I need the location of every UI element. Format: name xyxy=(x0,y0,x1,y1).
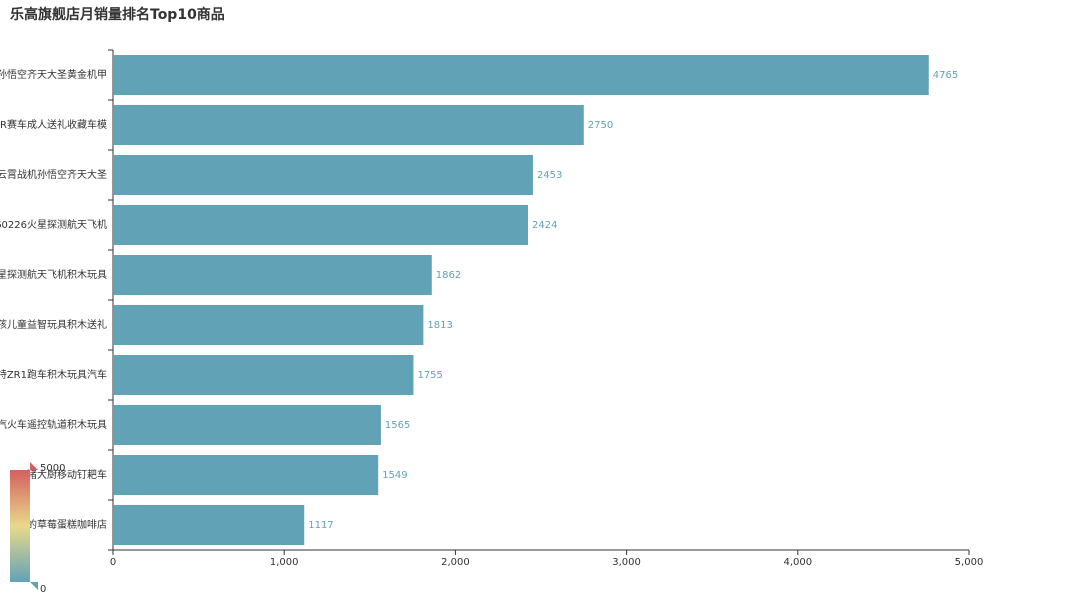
x-tick-label: 1,000 xyxy=(270,557,299,568)
y-tick-label: 孙悟空齐天大圣黄金机甲 xyxy=(0,68,107,81)
visual-map-min: 0 xyxy=(40,584,46,595)
value-label: 1549 xyxy=(382,470,407,481)
value-label: 1565 xyxy=(385,420,410,431)
value-label: 1862 xyxy=(436,270,461,281)
bar xyxy=(113,205,528,245)
visual-map-handle xyxy=(30,582,38,590)
x-tick-label: 3,000 xyxy=(612,557,641,568)
bar xyxy=(113,355,414,395)
y-tick-label: 60226火星探测航天飞机 xyxy=(0,218,107,231)
y-tick-label: 星探测航天飞机积木玩具 xyxy=(0,268,107,281)
x-tick-label: 0 xyxy=(110,557,116,568)
y-tick-label: 汽火车遥控轨道积木玩具 xyxy=(0,418,107,431)
bar xyxy=(113,455,379,495)
y-tick-label: 猪大厨移动钉耙车 xyxy=(27,468,107,481)
y-tick-label: 的草莓蛋糕咖啡店 xyxy=(27,518,107,531)
x-tick-label: 5,000 xyxy=(955,557,984,568)
visual-map-bar xyxy=(10,470,30,582)
visual-map-max: 5000 xyxy=(40,463,65,474)
bar xyxy=(113,255,432,295)
value-label: 2424 xyxy=(532,220,557,231)
bar xyxy=(113,405,381,445)
x-tick-label: 4,000 xyxy=(783,557,812,568)
x-tick-label: 2,000 xyxy=(441,557,470,568)
y-tick-label: 云霄战机孙悟空齐天大圣 xyxy=(0,168,107,181)
bar xyxy=(113,505,305,545)
bar xyxy=(113,105,584,145)
value-label: 1813 xyxy=(427,320,452,331)
value-label: 4765 xyxy=(933,70,958,81)
y-tick-label: 特ZR1跑车积木玩具汽车 xyxy=(0,368,107,381)
value-label: 2453 xyxy=(537,170,562,181)
y-tick-label: 孩儿童益智玩具积木送礼 xyxy=(0,318,107,331)
y-tick-label: R赛车成人送礼收藏车模 xyxy=(0,118,107,131)
chart-title: 乐高旗舰店月销量排名Top10商品 xyxy=(10,6,225,23)
value-label: 1755 xyxy=(417,370,442,381)
bar xyxy=(113,155,533,195)
value-label: 2750 xyxy=(588,120,613,131)
visual-map-handle xyxy=(30,462,38,470)
bar xyxy=(113,305,424,345)
bar xyxy=(113,55,929,95)
value-label: 1117 xyxy=(308,520,333,531)
